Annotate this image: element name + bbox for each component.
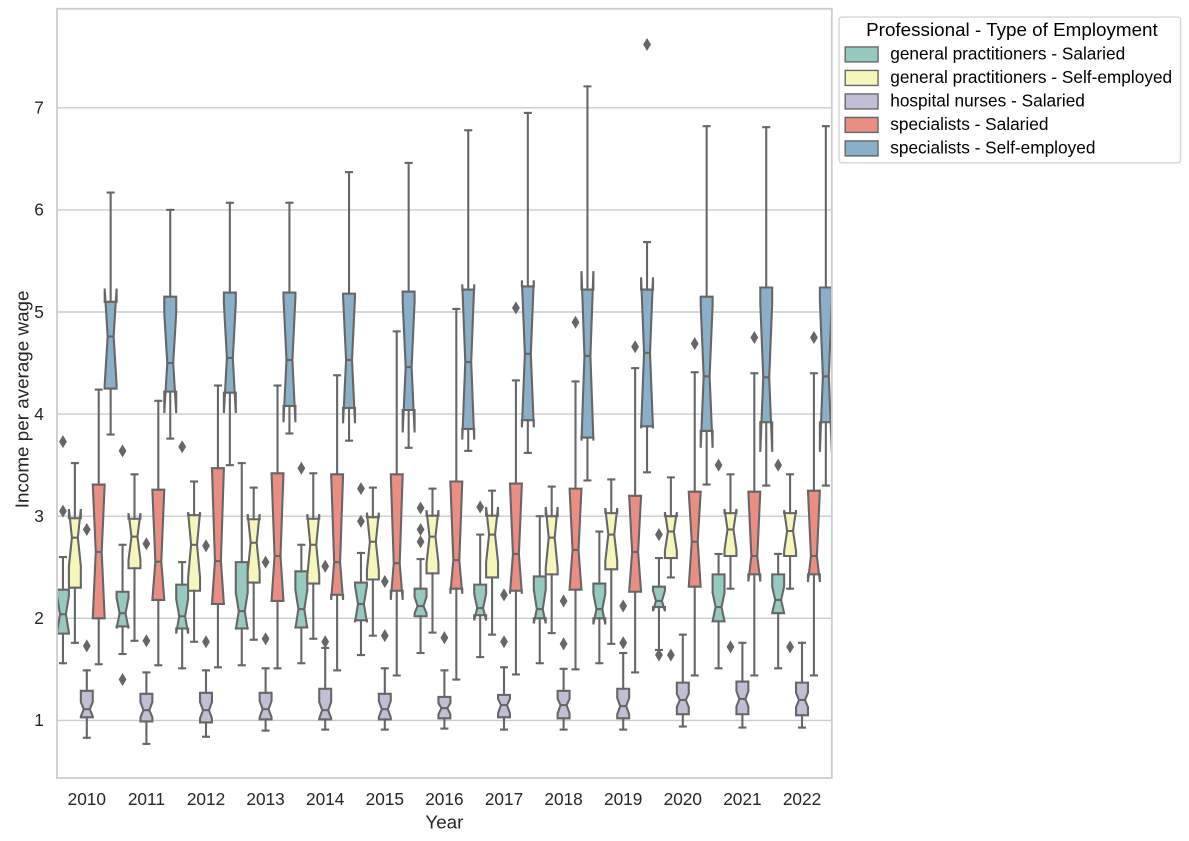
svg-text:2015: 2015 [366,789,404,809]
svg-text:2016: 2016 [425,789,463,809]
svg-text:2022: 2022 [783,789,821,809]
svg-text:Professional - Type of Employm: Professional - Type of Employment [866,19,1158,40]
svg-text:2017: 2017 [485,789,523,809]
svg-text:2011: 2011 [128,789,165,809]
svg-text:7: 7 [34,98,44,118]
svg-text:2018: 2018 [544,789,582,809]
svg-text:2: 2 [34,608,44,628]
svg-text:Year: Year [425,811,463,832]
svg-text:2012: 2012 [187,789,225,809]
svg-text:2020: 2020 [664,789,702,809]
svg-text:Income per average wage: Income per average wage [12,291,33,509]
svg-text:4: 4 [34,404,44,424]
svg-text:2013: 2013 [246,789,284,809]
svg-text:2021: 2021 [723,789,761,809]
svg-text:5: 5 [34,302,44,322]
svg-text:specialists - Salaried: specialists - Salaried [890,114,1048,134]
svg-text:6: 6 [34,200,44,220]
svg-text:2014: 2014 [306,789,345,809]
svg-text:2019: 2019 [604,789,642,809]
svg-text:general practitioners - Salari: general practitioners - Salaried [890,44,1125,64]
svg-text:1: 1 [34,710,44,730]
svg-text:3: 3 [34,506,44,526]
svg-text:2010: 2010 [68,789,106,809]
svg-text:specialists - Self-employed: specialists - Self-employed [890,138,1095,158]
svg-text:hospital nurses - Salaried: hospital nurses - Salaried [890,91,1085,111]
svg-text:general practitioners - Self-e: general practitioners - Self-employed [890,67,1172,87]
